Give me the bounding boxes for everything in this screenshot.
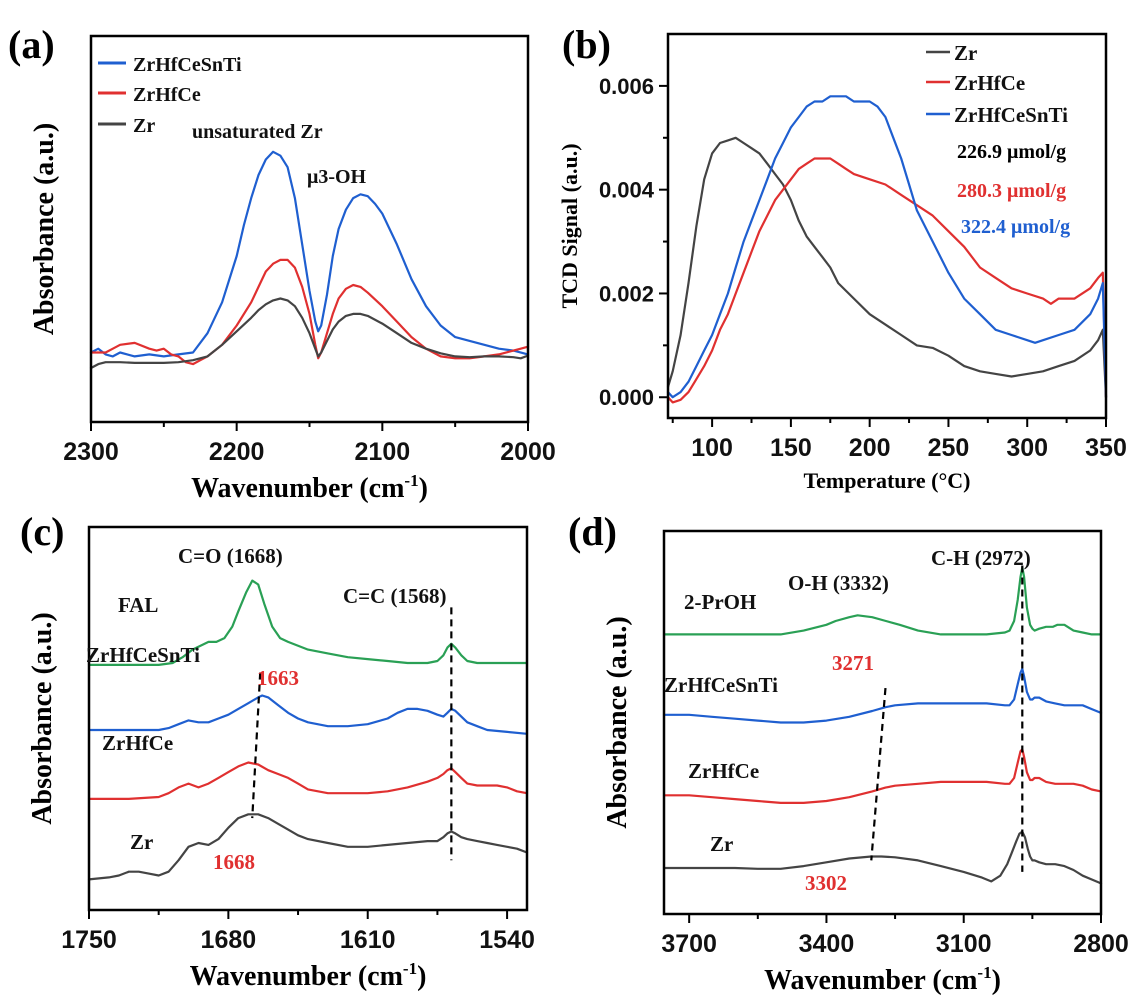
- legend-label: Zr: [954, 41, 977, 65]
- reference-dashed-line: [870, 687, 887, 861]
- x-tick-label: 300: [1006, 434, 1048, 462]
- x-axis-label-text: Wavenumber (cm: [764, 965, 977, 996]
- panel-a: (a) 2300 2200 2100 2000 Wavenumber (cm-1) Abso…: [8, 22, 556, 504]
- peak-annotation: C=C (1568): [343, 584, 447, 608]
- panel-b: (b) 100 150 200 250 300 350 0.000 0.002 0.004 0.00…: [557, 22, 1127, 493]
- x-tick-label: 2200: [209, 438, 265, 466]
- y-axis-label: Absorbance (a.u.): [27, 612, 58, 824]
- curve-label: FAL: [118, 593, 158, 617]
- x-tick-label: 1610: [340, 926, 396, 954]
- peak-annotation: 3302: [805, 871, 847, 895]
- x-tick-label: 100: [691, 434, 733, 462]
- x-axis-label-end: ): [992, 965, 1001, 996]
- reference-dashed-line: [251, 672, 262, 819]
- y-axis-label: Absorbance (a.u.): [602, 616, 633, 828]
- x-tick-label: 2800: [1073, 930, 1129, 958]
- x-axis-label: Wavenumber (cm-1): [191, 471, 428, 504]
- curve-label: ZrHfCe: [102, 731, 173, 755]
- y-axis-label: TCD Signal (a.u.): [557, 143, 582, 308]
- series-line-zr: [89, 297, 530, 370]
- peak-annotation: 1663: [257, 666, 299, 690]
- x-axis-label-superscript: -1: [403, 959, 417, 978]
- peak-annotation: O-H (3332): [788, 571, 889, 595]
- x-tick-label: 250: [928, 434, 970, 462]
- x-axis-label: Temperature (°C): [803, 468, 970, 493]
- y-tick-label: 0.000: [599, 385, 654, 410]
- panel-d: (d) 3700 3400 3100 2800 Wavenumber (cm-1) Abso…: [568, 509, 1129, 996]
- series-line-zrhfcesnti: [89, 150, 530, 358]
- series-line-zrhfce: [87, 761, 529, 800]
- series-line-zrhfce: [89, 258, 530, 366]
- x-tick-label: 1540: [479, 926, 535, 954]
- legend-label: ZrHfCeSnTi: [954, 103, 1068, 127]
- acid-amount-label: 280.3 μmol/g: [957, 180, 1066, 202]
- plot-frame: [87, 525, 529, 912]
- panel-label: (c): [20, 509, 64, 554]
- series-line-zrhfce: [666, 157, 1108, 404]
- peak-annotation: 3271: [832, 651, 874, 675]
- x-tick-label: 2000: [500, 438, 556, 466]
- x-axis-label-end: ): [417, 961, 426, 992]
- curve-label: Zr: [130, 830, 153, 854]
- x-axis-label-text: Wavenumber (cm: [190, 961, 403, 992]
- x-axis-label-superscript: -1: [404, 471, 418, 490]
- x-tick-label: 150: [770, 434, 812, 462]
- series-line-zrhfcesnti: [662, 667, 1103, 724]
- series-line-2-proh: [662, 566, 1103, 636]
- series-line-zr: [87, 813, 529, 881]
- y-axis-label: Absorbance (a.u.): [29, 123, 60, 335]
- acid-amount-label: 226.9 μmol/g: [957, 141, 1066, 163]
- x-axis-label-superscript: -1: [977, 963, 991, 982]
- series-line-zr: [666, 136, 1108, 399]
- peak-annotation: C=O (1668): [178, 544, 283, 568]
- panel-label: (b): [562, 22, 611, 67]
- series-line-fal: [87, 579, 529, 666]
- x-tick-label: 1680: [201, 926, 257, 954]
- y-tick-label: 0.002: [599, 281, 654, 306]
- curve-label: Zr: [710, 832, 733, 856]
- legend-label: Zr: [133, 115, 155, 137]
- curve-label: 2-PrOH: [684, 590, 756, 614]
- series-line-zrhfcesnti: [87, 694, 529, 735]
- x-tick-label: 3400: [799, 930, 855, 958]
- peak-annotation: 1668: [213, 850, 255, 874]
- series-line-zr: [662, 830, 1103, 885]
- curve-label: ZrHfCeSnTi: [86, 643, 200, 667]
- x-tick-label: 3700: [661, 930, 717, 958]
- x-tick-label: 200: [849, 434, 891, 462]
- panel-c: (c) 1750 1680 1610 1540 Wavenumber (cm-1) Abso…: [20, 509, 535, 992]
- peak-annotation: C-H (2972): [931, 546, 1031, 570]
- series-line-zrhfce: [662, 748, 1103, 804]
- series-line-zrhfcesnti: [666, 95, 1108, 399]
- legend-label: ZrHfCe: [133, 84, 201, 106]
- legend-label: ZrHfCe: [954, 71, 1025, 95]
- y-tick-label: 0.004: [599, 178, 655, 203]
- x-tick-label: 2100: [355, 438, 411, 466]
- x-axis-label-end: ): [419, 473, 428, 504]
- legend-label: ZrHfCeSnTi: [133, 54, 242, 76]
- curve-label: ZrHfCe: [688, 759, 759, 783]
- plot-frame: [662, 529, 1103, 916]
- acid-amount-label: 322.4 μmol/g: [961, 216, 1070, 238]
- panel-label: (a): [8, 22, 55, 67]
- x-tick-label: 350: [1085, 434, 1127, 462]
- x-axis-label-text: Temperature (°C): [803, 468, 970, 493]
- x-axis-label-text: Wavenumber (cm: [191, 473, 404, 504]
- plot-frame: [666, 32, 1108, 420]
- annotation-unsaturated-zr: unsaturated Zr: [192, 121, 323, 143]
- x-axis-label: Wavenumber (cm-1): [764, 963, 1001, 996]
- x-tick-label: 2300: [63, 438, 119, 466]
- x-axis-label: Wavenumber (cm-1): [190, 959, 427, 992]
- x-tick-label: 1750: [61, 926, 117, 954]
- y-tick-label: 0.006: [599, 74, 654, 99]
- curve-label: ZrHfCeSnTi: [664, 673, 778, 697]
- annotation-mu3-oh: μ3-OH: [307, 166, 367, 188]
- x-tick-label: 3100: [936, 930, 992, 958]
- panel-label: (d): [568, 509, 617, 554]
